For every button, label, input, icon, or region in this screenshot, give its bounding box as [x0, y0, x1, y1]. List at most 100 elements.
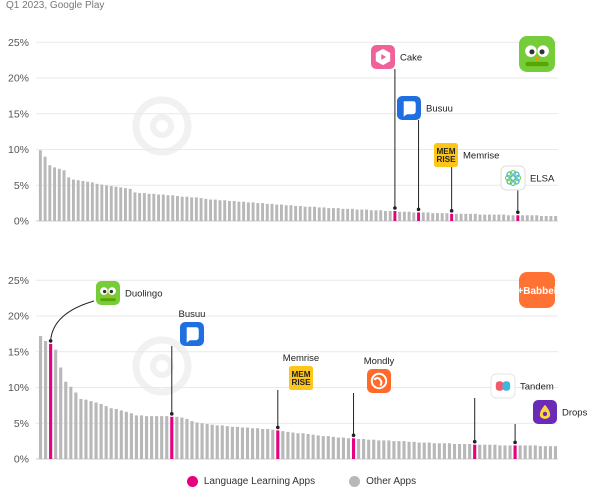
bar-other-app: [432, 443, 436, 459]
bar-other-app: [388, 210, 392, 221]
bar-other-app: [442, 443, 446, 459]
legend: Language Learning Apps Other Apps: [0, 476, 603, 487]
bar-other-app: [407, 211, 411, 221]
bar-other-app: [379, 210, 383, 221]
bar-other-app: [86, 181, 90, 221]
bar-other-app: [185, 196, 189, 221]
bar-other-app: [138, 193, 142, 221]
bar-other-app: [144, 416, 149, 459]
bar-other-app: [225, 426, 229, 459]
bar-other-app: [502, 214, 506, 221]
bar-other-app: [44, 341, 48, 459]
bar-other-app: [161, 194, 165, 221]
bar-other-app: [382, 440, 386, 459]
leader-dot: [472, 439, 477, 444]
bar-other-app: [43, 156, 47, 221]
bar-other-app: [544, 216, 548, 221]
bar-other-app: [291, 432, 295, 459]
bar-other-app: [281, 431, 285, 459]
leader-dot: [449, 209, 454, 213]
bar-other-app: [437, 443, 441, 459]
babbel-wordmark: +Babbel: [517, 286, 556, 297]
legend-label-other: Other Apps: [366, 476, 417, 487]
bar-other-app: [99, 403, 103, 459]
bar-other-app: [142, 193, 146, 221]
duolingo-icon: [96, 281, 120, 305]
bar-other-app: [321, 436, 325, 459]
bar-other-app: [478, 214, 482, 221]
bar-other-app: [392, 441, 396, 459]
bar-other-app: [407, 441, 411, 459]
bar-other-app: [327, 208, 331, 221]
bar-other-app: [205, 423, 209, 459]
bar-other-app: [298, 205, 302, 221]
bar-other-app: [548, 446, 552, 459]
bar-other-app: [57, 168, 61, 221]
bar-other-app: [346, 208, 350, 221]
bar-other-app: [452, 443, 457, 459]
y-tick-label: 20%: [8, 73, 29, 85]
bar-other-app: [306, 433, 310, 459]
bar-other-app: [355, 209, 359, 221]
bar-other-app: [365, 209, 369, 221]
bar-other-app: [357, 438, 361, 459]
leader-dot: [351, 433, 356, 438]
bar-other-app: [422, 442, 426, 459]
bar-other-app: [89, 401, 93, 459]
bar-other-app: [90, 182, 94, 221]
bar-other-app: [190, 421, 194, 459]
bar-other-app: [313, 206, 317, 221]
bar-language-app: [473, 444, 477, 459]
y-tick-label: 10%: [8, 382, 29, 394]
bar-other-app: [218, 200, 222, 221]
bar-other-app: [246, 202, 250, 221]
bar-other-app: [454, 213, 458, 221]
bar-other-app: [256, 428, 260, 459]
bar-language-app: [351, 438, 356, 459]
app-label: Duolingo: [125, 289, 163, 300]
bar-other-app: [427, 442, 431, 459]
bar-other-app: [503, 445, 507, 459]
bar-other-app: [523, 445, 527, 459]
bar-other-app: [506, 215, 510, 221]
leader-dot: [416, 207, 421, 212]
bar-other-app: [518, 445, 522, 459]
bar-other-app: [215, 425, 219, 459]
bar-other-app: [377, 440, 381, 459]
bar-other-app: [533, 445, 537, 459]
app-label: Busuu: [426, 104, 453, 115]
leader-dot: [393, 206, 397, 210]
bar-other-app: [369, 210, 373, 221]
bar-other-app: [237, 201, 241, 221]
app-label: Memrise: [463, 151, 499, 162]
bar-other-app: [261, 203, 265, 221]
bar-language-app: [516, 215, 520, 221]
bar-other-app: [331, 208, 335, 221]
app-label: Busuu: [179, 309, 206, 320]
babbel-icon: +Babbel: [517, 272, 557, 308]
mondly-icon: [367, 369, 391, 393]
bar-other-app: [194, 197, 198, 221]
bar-other-app: [322, 207, 326, 221]
y-tick-label: 15%: [8, 108, 29, 120]
bar-other-app: [251, 428, 255, 459]
bar-other-app: [71, 179, 75, 221]
y-tick-label: 10%: [8, 144, 29, 156]
app-label: Memrise: [283, 353, 319, 364]
bar-other-app: [492, 214, 496, 221]
bar-other-app: [266, 428, 270, 459]
bar-other-app: [209, 199, 213, 221]
leader-dot: [513, 440, 517, 445]
bar-other-app: [360, 209, 364, 221]
watermark-icon: [132, 96, 192, 156]
bar-other-app: [457, 443, 462, 459]
y-tick-label: 15%: [8, 346, 29, 358]
bar-other-app: [543, 446, 547, 459]
bar-other-app: [128, 188, 132, 221]
bar-other-app: [387, 440, 391, 459]
bar-other-app: [530, 215, 534, 221]
